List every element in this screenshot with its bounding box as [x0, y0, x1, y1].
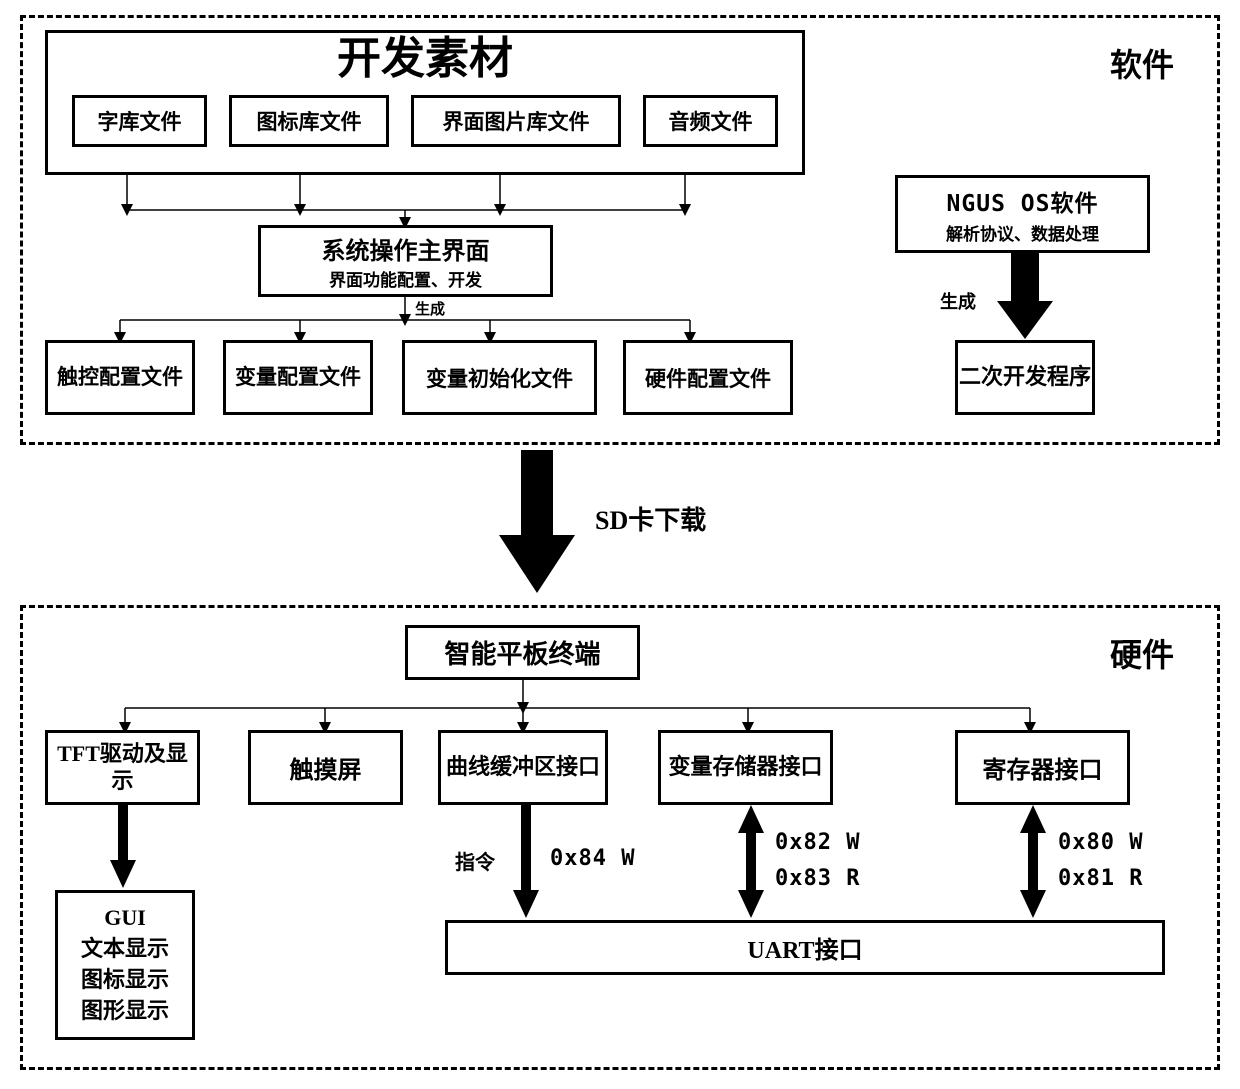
curve-box: 曲线缓冲区接口 [438, 730, 608, 805]
curve-uart-arrow [511, 805, 541, 920]
instr-label: 指令 [455, 846, 495, 875]
curve-w-label: 0x84 W [550, 846, 635, 871]
var-r-label: 0x83 R [775, 866, 860, 891]
gui-box: GUI 文本显示 图标显示 图形显示 [55, 890, 195, 1040]
var-box: 变量存储器接口 [658, 730, 833, 805]
terminal-branches [10, 10, 1230, 810]
reg-box: 寄存器接口 [955, 730, 1130, 805]
reg-r-label: 0x81 R [1058, 866, 1143, 891]
uart-box: UART接口 [445, 920, 1165, 975]
tft-box: TFT驱动及显示 [45, 730, 200, 805]
touch-box: 触摸屏 [248, 730, 403, 805]
tft-gui-arrow [108, 805, 138, 890]
var-w-label: 0x82 W [775, 830, 860, 855]
reg-w-label: 0x80 W [1058, 830, 1143, 855]
diagram-canvas: 软件 开发素材 字库文件 图标库文件 界面图片库文件 音频文件 [10, 10, 1230, 1079]
var-uart-arrow [736, 805, 766, 920]
reg-uart-arrow [1018, 805, 1048, 920]
